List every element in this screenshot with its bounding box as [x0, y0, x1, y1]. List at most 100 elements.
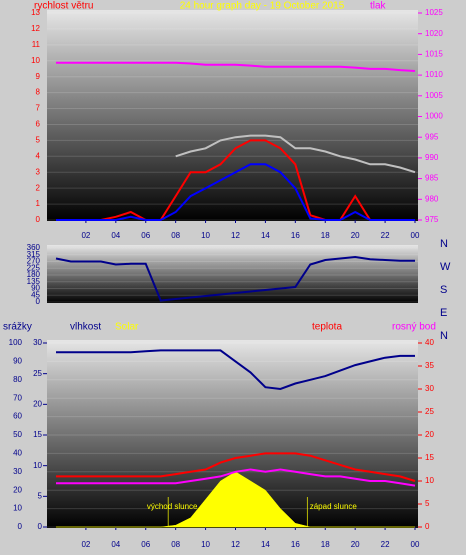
y-tick-label: 315 — [27, 250, 41, 259]
y-tick-label: 50 — [13, 430, 22, 439]
y-tick-label: 13 — [31, 8, 40, 17]
x-tick-label: 08 — [171, 540, 180, 549]
y-tick-label: 0 — [36, 215, 41, 224]
direction-label: E — [440, 307, 447, 319]
y2-tick-label: 995 — [425, 132, 439, 141]
x-tick-label: 00 — [411, 231, 420, 240]
series-line — [55, 255, 415, 302]
series-line — [175, 134, 416, 174]
y-tick-label: 60 — [13, 412, 22, 421]
x-tick-label: 06 — [141, 540, 150, 549]
y-tick-label: 90 — [13, 357, 22, 366]
y-tick-label: 12 — [31, 24, 40, 33]
y2-tick-label: 975 — [425, 215, 439, 224]
y-tick-label: 3 — [36, 167, 41, 176]
x-tick-label: 02 — [81, 231, 90, 240]
y-tick-label: 30 — [13, 467, 22, 476]
x-tick-label: 08 — [171, 231, 180, 240]
y-tick-label: 4 — [36, 151, 41, 160]
x-tick-label: 16 — [291, 231, 300, 240]
panel-bg — [47, 10, 418, 221]
y-tick-label: 11 — [32, 40, 41, 49]
direction-label: N — [440, 238, 448, 250]
y-tick-label: 20 — [13, 485, 22, 494]
y2-tick-label: 35 — [425, 361, 434, 370]
legend-entry: rosný bod — [392, 322, 436, 333]
y2-tick-label: 985 — [425, 174, 439, 183]
x-tick-label: 22 — [381, 540, 390, 549]
x-tick-label: 14 — [261, 540, 270, 549]
legend-entry: Solar — [115, 322, 139, 333]
legend-entry: teplota — [312, 322, 342, 333]
y-tick-label: 270 — [27, 257, 41, 266]
y2-tick-label: 30 — [425, 384, 434, 393]
series-line — [56, 349, 415, 391]
x-tick-label: 20 — [351, 231, 360, 240]
direction-label: W — [440, 261, 451, 273]
y2-tick-label: 15 — [425, 453, 434, 462]
legend-entry: vlhkost — [70, 322, 101, 333]
y2-tick-label: 1005 — [425, 91, 443, 100]
y-tick-label: 10 — [13, 504, 22, 513]
y3-tick-label: 25 — [33, 369, 42, 378]
area — [55, 471, 416, 528]
y-tick-label: 7 — [36, 104, 41, 113]
y-tick-label: 6 — [36, 120, 41, 129]
y-tick-label: 9 — [36, 72, 41, 81]
y-tick-label: 2 — [36, 183, 41, 192]
y-tick-label: 100 — [9, 338, 23, 347]
x-tick-label: 20 — [351, 540, 360, 549]
y2-tick-label: 1000 — [425, 112, 443, 121]
x-tick-label: 00 — [411, 540, 420, 549]
y2-tick-label: 10 — [425, 476, 434, 485]
y-label: rychlost větru — [34, 1, 93, 12]
x-tick-label: 04 — [111, 231, 120, 240]
y3-tick-label: 30 — [33, 338, 42, 347]
y-tick-label: 10 — [31, 56, 40, 65]
x-tick-label: 06 — [141, 231, 150, 240]
x-tick-label: 02 — [81, 540, 90, 549]
y2-tick-label: 25 — [425, 407, 434, 416]
y2-tick-label: 1010 — [425, 70, 443, 79]
y-tick-label: 8 — [36, 88, 41, 97]
y2-label: tlak — [370, 1, 387, 12]
y3-tick-label: 20 — [33, 399, 42, 408]
y2-tick-label: 40 — [425, 338, 434, 347]
y3-tick-label: 5 — [38, 491, 43, 500]
x-tick-label: 18 — [321, 231, 330, 240]
y3-tick-label: 0 — [38, 522, 43, 531]
x-tick-label: 14 — [261, 231, 270, 240]
y2-tick-label: 980 — [425, 194, 439, 203]
y-tick-label: 180 — [27, 270, 41, 279]
x-tick-label: 10 — [201, 540, 210, 549]
series-line — [56, 452, 416, 482]
y-tick-label: 80 — [13, 375, 22, 384]
y3-tick-label: 10 — [33, 461, 42, 470]
x-tick-label: 18 — [321, 540, 330, 549]
y-tick-label: 135 — [27, 277, 41, 286]
y-tick-label: 1 — [36, 199, 41, 208]
y2-tick-label: 5 — [425, 499, 430, 508]
x-tick-label: 10 — [201, 231, 210, 240]
y-tick-label: 0 — [18, 522, 23, 531]
y3-tick-label: 15 — [33, 430, 42, 439]
x-tick-label: 04 — [111, 540, 120, 549]
y2-tick-label: 1025 — [425, 8, 443, 17]
series-line — [56, 468, 416, 487]
series-line — [56, 139, 415, 221]
x-tick-label: 12 — [231, 540, 240, 549]
y-tick-label: 40 — [13, 449, 22, 458]
y-tick-label: 0 — [36, 297, 41, 306]
y2-tick-label: 990 — [425, 153, 439, 162]
y2-tick-label: 20 — [425, 430, 434, 439]
y-tick-label: 45 — [31, 290, 40, 299]
rain-label: srážky — [3, 322, 32, 333]
y2-tick-label: 0 — [425, 522, 430, 531]
y-tick-label: 225 — [27, 263, 41, 272]
chart-title: 24 hour graph day - 19 October 2015 — [180, 1, 345, 12]
direction-label: S — [440, 284, 447, 296]
y-tick-label: 90 — [31, 284, 40, 293]
y-tick-label: 360 — [27, 243, 41, 252]
y2-tick-label: 1015 — [425, 50, 443, 59]
